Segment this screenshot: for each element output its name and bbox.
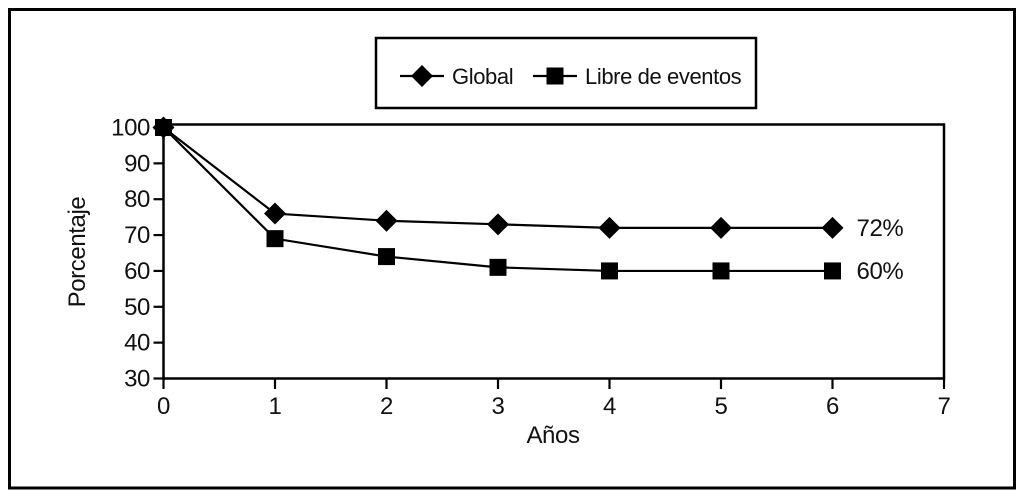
x-axis-ticks: 0 1 2 3 4 5 6 7	[157, 378, 951, 420]
y-tick-label: 50	[124, 294, 150, 321]
legend-item-label: Global	[452, 64, 513, 89]
y-tick-label: 90	[124, 150, 150, 177]
x-tick-label: 4	[603, 393, 616, 420]
y-tick-label: 40	[124, 330, 150, 357]
series-layer: 72% 60%	[152, 116, 904, 285]
series-line	[162, 126, 833, 273]
plot-area-border	[162, 123, 946, 380]
diamond-marker	[710, 216, 732, 239]
x-tick-label: 3	[492, 393, 505, 420]
series-end-label: 72%	[857, 215, 904, 242]
legend-items: Global Libre de eventos	[400, 64, 742, 89]
square-marker	[378, 248, 395, 266]
x-tick-label: 5	[715, 393, 728, 420]
x-axis-title: Años	[526, 422, 580, 449]
square-marker	[712, 262, 730, 280]
square-marker	[546, 67, 564, 85]
square-marker	[155, 119, 172, 136]
y-tick-label: 80	[124, 186, 150, 213]
diamond-marker	[375, 209, 398, 232]
y-tick-label: 30	[124, 366, 150, 393]
x-tick-label: 0	[157, 393, 170, 420]
x-tick-label: 1	[269, 393, 282, 420]
figure-border	[8, 8, 1016, 490]
diamond-marker	[411, 65, 433, 87]
square-marker	[824, 262, 841, 280]
series-line	[162, 126, 833, 229]
x-tick-label: 7	[938, 393, 951, 420]
diamond-marker	[598, 216, 621, 239]
legend-item-label: Libre de eventos	[585, 64, 742, 89]
y-axis-title: Porcentaje	[64, 197, 91, 308]
y-tick-label: 100	[111, 115, 150, 142]
y-tick-label: 70	[124, 222, 150, 249]
diamond-marker	[264, 202, 286, 225]
square-marker	[489, 258, 507, 276]
legend-border	[374, 36, 758, 110]
legend: Global Libre de eventos	[374, 36, 758, 110]
diamond-marker	[487, 213, 509, 236]
y-axis-ticks: 30 40 50 60 70 80 90 100	[111, 115, 164, 393]
y-tick-label: 60	[124, 258, 150, 285]
x-tick-label: 6	[826, 393, 839, 420]
square-marker	[266, 230, 284, 248]
series-end-label: 60%	[857, 258, 904, 285]
square-marker	[601, 262, 618, 280]
x-tick-label: 2	[380, 393, 393, 420]
diamond-marker	[821, 216, 844, 239]
